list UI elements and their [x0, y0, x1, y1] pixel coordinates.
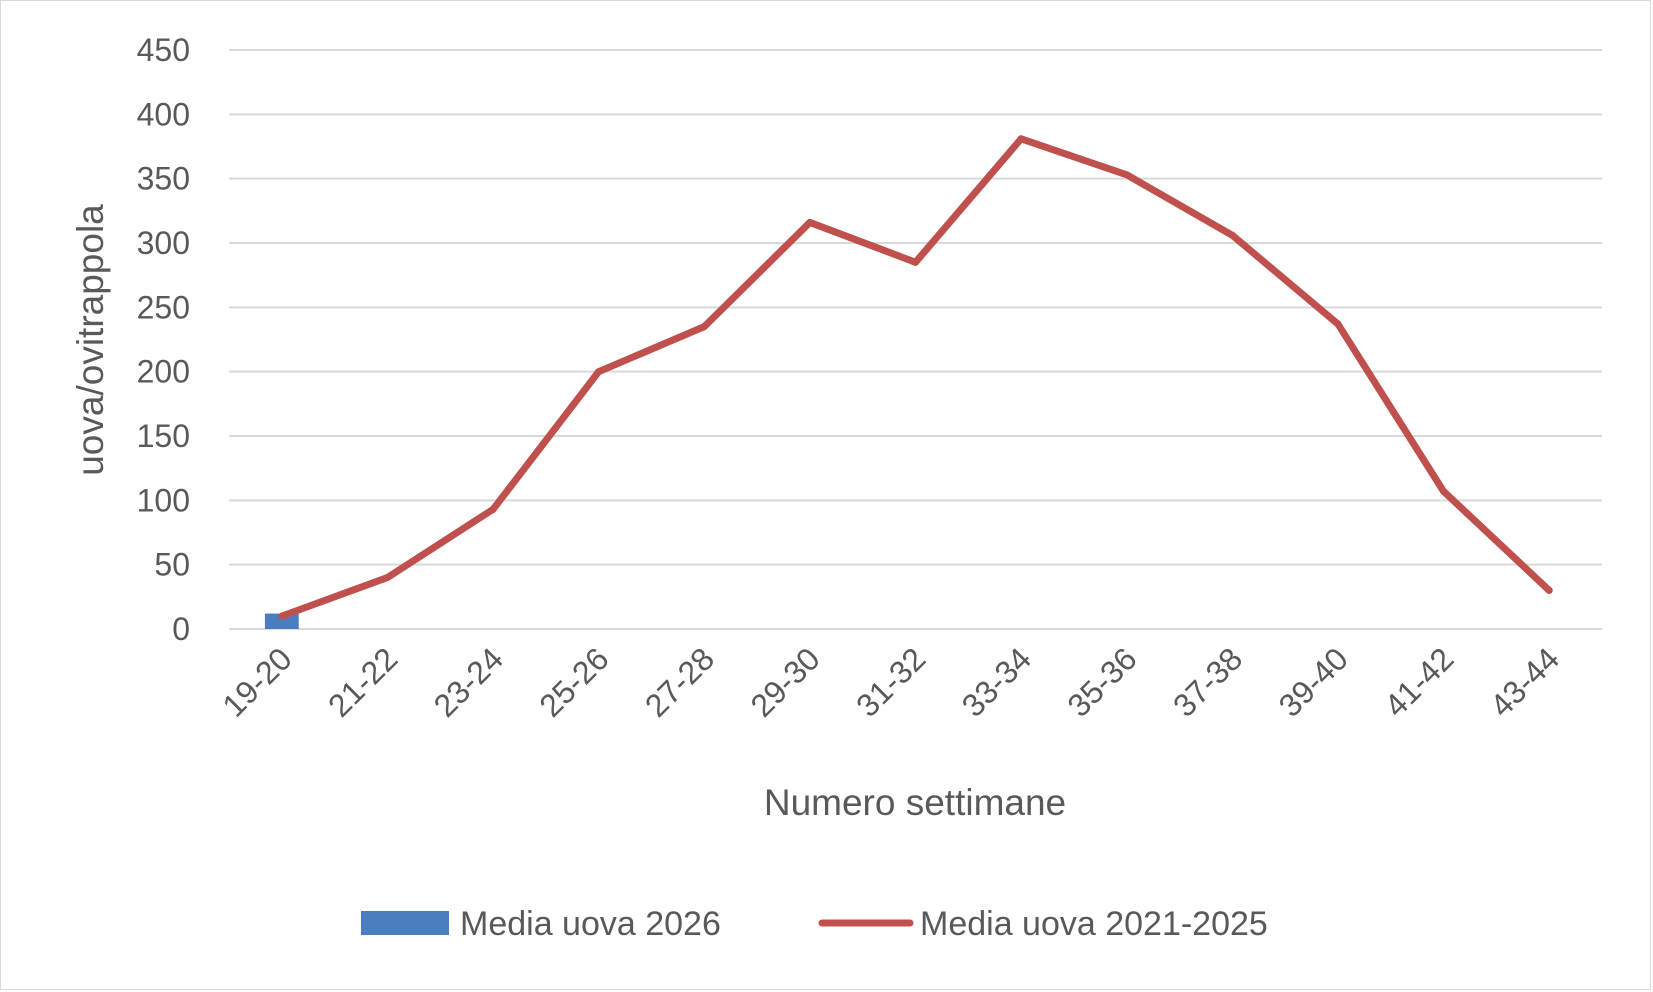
- line-series: [278, 135, 1553, 620]
- x-tick-label: 23-24: [427, 640, 510, 723]
- gridlines: [229, 49, 1602, 630]
- line-point: [1545, 586, 1553, 594]
- y-tick-label: 50: [154, 547, 190, 583]
- line-point: [1440, 487, 1448, 495]
- x-tick-label: 31-32: [849, 640, 932, 723]
- x-tick-label: 39-40: [1272, 640, 1355, 723]
- x-tick-label: 37-38: [1166, 640, 1249, 723]
- bar-series: [264, 613, 299, 629]
- line-point: [278, 612, 286, 620]
- line-point: [1123, 171, 1131, 179]
- line-point: [1334, 320, 1342, 328]
- line-point: [912, 258, 919, 266]
- x-tick-label: 41-42: [1377, 640, 1460, 723]
- line-point: [489, 505, 497, 513]
- x-tick-label: 25-26: [532, 640, 615, 723]
- x-tick-label: 21-22: [321, 640, 404, 723]
- bar: [264, 613, 299, 629]
- y-tick-label: 100: [137, 482, 190, 518]
- x-tick-label: 33-34: [955, 640, 1038, 723]
- legend-label: Media uova 2026: [460, 905, 721, 943]
- x-axis-ticks: 19-20 21-22 23-24 25-26 27-28 29-30 31-32 33-34…: [215, 640, 1566, 723]
- y-tick-label: 150: [137, 418, 190, 454]
- legend-swatch-bar: [361, 911, 449, 935]
- y-axis-ticks: 0 50 100 150 200 250 300 350 400 450: [137, 32, 190, 647]
- x-tick-label: 43-44: [1483, 640, 1566, 723]
- legend-label: Media uova 2021-2025: [920, 905, 1268, 943]
- y-axis-title: uova/ovitrappola: [70, 204, 111, 476]
- x-axis-title: Numero settimane: [764, 782, 1066, 823]
- y-tick-label: 300: [137, 225, 190, 261]
- line-point: [1228, 231, 1236, 239]
- y-tick-label: 200: [137, 354, 190, 390]
- series-line: [278, 135, 1553, 620]
- x-tick-label: 35-36: [1060, 640, 1143, 723]
- legend: Media uova 2026 Media uova 2021-2025: [361, 905, 1268, 943]
- y-tick-label: 350: [137, 161, 190, 197]
- x-tick-label: 19-20: [215, 640, 298, 723]
- line-point: [700, 323, 708, 331]
- line-point: [383, 574, 391, 582]
- x-tick-label: 29-30: [744, 640, 827, 723]
- line-point: [1017, 135, 1025, 143]
- line-point: [806, 218, 814, 226]
- y-tick-label: 400: [137, 96, 190, 132]
- y-tick-label: 0: [172, 611, 190, 647]
- x-tick-label: 27-28: [638, 640, 721, 723]
- y-tick-label: 450: [137, 32, 190, 68]
- y-tick-label: 250: [137, 289, 190, 325]
- line-point: [595, 368, 603, 376]
